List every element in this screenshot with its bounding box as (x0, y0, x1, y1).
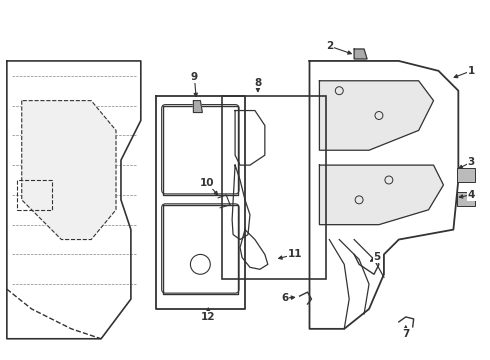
Text: 9: 9 (191, 72, 198, 82)
Polygon shape (22, 100, 116, 239)
Text: 6: 6 (281, 293, 288, 303)
Text: 4: 4 (467, 190, 475, 200)
Text: 3: 3 (467, 157, 475, 167)
Text: 8: 8 (254, 78, 262, 88)
Polygon shape (310, 61, 458, 329)
Text: 5: 5 (373, 252, 381, 262)
Text: 12: 12 (201, 312, 216, 322)
Polygon shape (194, 100, 202, 113)
Polygon shape (7, 61, 141, 339)
Text: 1: 1 (467, 66, 475, 76)
Polygon shape (319, 165, 443, 225)
Text: 2: 2 (326, 41, 333, 51)
Text: 11: 11 (287, 249, 302, 260)
Text: 10: 10 (200, 178, 215, 188)
Bar (457, 168, 475, 182)
Polygon shape (156, 96, 245, 309)
Polygon shape (319, 81, 434, 150)
Bar (17, 180, 51, 210)
Polygon shape (354, 49, 367, 59)
Text: 7: 7 (402, 329, 410, 339)
Bar (457, 192, 475, 206)
Bar (222, 96, 326, 279)
